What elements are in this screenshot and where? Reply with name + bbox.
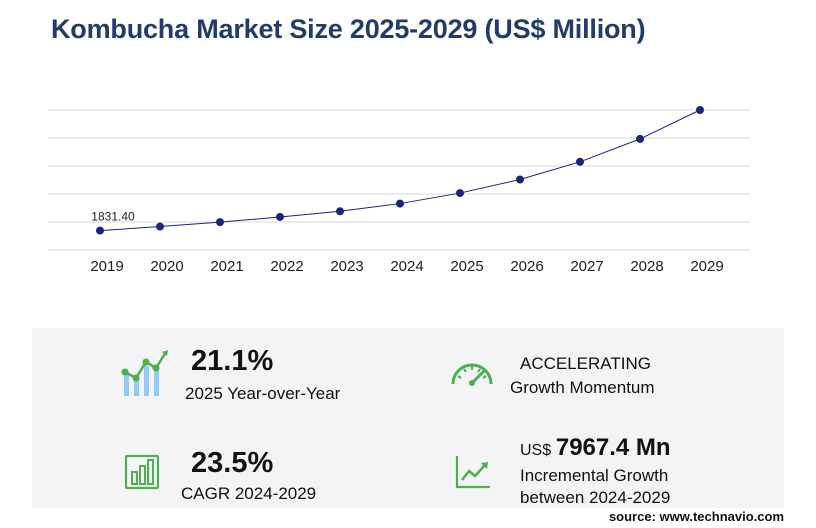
incremental-line1: Incremental Growth	[520, 466, 669, 485]
x-tick-label: 2021	[210, 258, 243, 275]
x-tick-label: 2022	[270, 258, 303, 275]
series-line	[99, 109, 701, 232]
data-point-2022	[276, 212, 284, 221]
data-point-2019	[96, 226, 104, 235]
x-tick-label: 2024	[390, 258, 423, 275]
incremental-line2: between 2024-2029	[520, 488, 671, 507]
momentum-line2: Growth Momentum	[510, 378, 655, 397]
data-labels: 1831.40	[91, 210, 135, 224]
incremental-value: 7967.4 Mn	[555, 434, 671, 461]
data-point-2025	[456, 189, 464, 198]
chart-title: Kombucha Market Size 2025-2029 (US$ Mill…	[51, 14, 646, 44]
growth-bar-line-icon	[121, 350, 168, 396]
x-tick-label: 2028	[630, 258, 663, 275]
data-point-2021	[216, 218, 224, 227]
incremental-value-row: US$ 7967.4 Mn	[520, 434, 671, 462]
cagr-label: CAGR 2024-2029	[181, 484, 317, 503]
source-credit: source: www.technavio.com	[608, 509, 784, 524]
yoy-label: 2025 Year-over-Year	[185, 384, 341, 403]
x-tick-label: 2026	[510, 258, 543, 275]
line-chart: 2019 2020 2021 2022 2023 2024 2025 2026 2027 2028…	[48, 106, 750, 275]
yoy-value: 21.1%	[191, 345, 274, 377]
x-tick-label: 2029	[690, 258, 723, 275]
trend-up-chart-icon	[455, 456, 490, 489]
bar-chart-icon	[124, 454, 160, 490]
currency-prefix: US$	[520, 442, 552, 459]
x-tick-label: 2025	[450, 258, 483, 275]
x-tick-label: 2023	[330, 258, 363, 275]
data-points	[96, 106, 704, 235]
grid-lines	[48, 109, 750, 251]
data-point-2028	[636, 134, 644, 143]
x-tick-label: 2027	[570, 258, 603, 275]
data-point-2023	[336, 207, 344, 216]
x-tick-label: 2020	[150, 258, 183, 275]
data-label: 1831.40	[91, 210, 135, 224]
series-line-path	[99, 109, 701, 232]
data-point-2029	[696, 106, 704, 114]
speedometer-icon	[451, 363, 493, 386]
data-point-2020	[156, 222, 164, 231]
x-axis-ticks: 2019 2020 2021 2022 2023 2024 2025 2026 2027 2028…	[90, 258, 723, 275]
data-point-2024	[396, 199, 404, 208]
x-tick-label: 2019	[90, 258, 123, 275]
cagr-value: 23.5%	[191, 447, 274, 479]
data-point-2027	[576, 157, 584, 166]
momentum-line1: ACCELERATING	[520, 354, 651, 373]
data-point-2026	[516, 175, 524, 184]
